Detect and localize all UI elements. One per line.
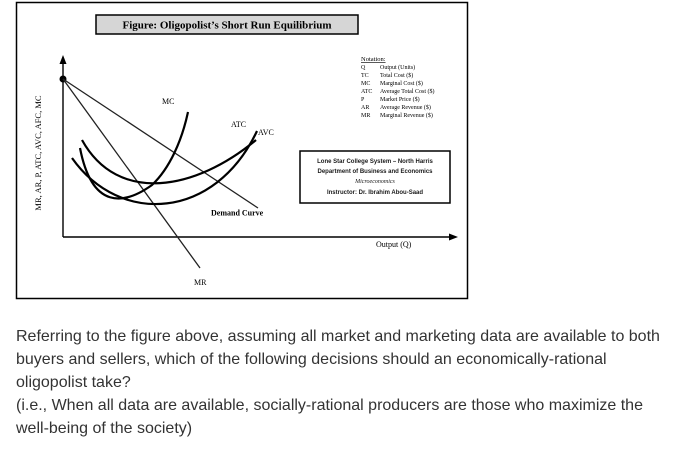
notation-abbr: P — [361, 97, 365, 103]
notation-meaning: Average Total Cost ($) — [380, 88, 435, 95]
notation-list: Q Output (Units) TC Total Cost ($) MC Ma… — [361, 64, 435, 119]
credit-line-2: Department of Business and Economics — [317, 169, 433, 175]
credit-line-3: Microeconomics — [354, 179, 395, 185]
x-axis-label: Output (Q) — [376, 240, 412, 249]
mr-label: MR — [194, 278, 207, 287]
mr-curve — [62, 78, 201, 269]
notation-abbr: MC — [361, 81, 370, 87]
credit-box — [299, 150, 451, 204]
oligopoly-figure: Figure: Oligopolist’s Short Run Equilibr… — [15, 1, 469, 300]
atc-curve — [81, 139, 257, 185]
notation-abbr: MR — [361, 113, 370, 119]
demand-curve — [62, 78, 259, 209]
avc-curve — [71, 130, 258, 205]
notation-heading: Notation: — [361, 56, 386, 63]
notation-abbr: AR — [361, 105, 369, 111]
mc-label: MC — [162, 97, 174, 106]
y-axis-label: MR, AR, P, ATC, AVC, AFC, MC — [33, 95, 43, 210]
question-note: (i.e., When all data are available, soci… — [16, 397, 643, 437]
notation-abbr: TC — [361, 73, 369, 79]
atc-label: ATC — [231, 120, 246, 129]
title-box — [95, 14, 359, 35]
avc-label: AVC — [258, 128, 274, 137]
credit-line-1: Lone Star College System – North Harris — [317, 159, 433, 165]
notation-abbr: Q — [361, 65, 366, 71]
x-axis-arrow — [449, 233, 458, 241]
notation-meaning: Total Cost ($) — [380, 72, 413, 79]
question-text: Referring to the figure above, assuming … — [16, 325, 672, 440]
notation-meaning: Output (Units) — [380, 64, 415, 71]
question-paragraph: Referring to the figure above, assuming … — [16, 328, 660, 391]
notation-meaning: Marginal Revenue ($) — [380, 112, 433, 119]
y-axis-arrow — [59, 55, 67, 64]
notation-abbr: ATC — [361, 89, 372, 95]
notation-meaning: Marginal Cost ($) — [380, 80, 423, 87]
demand-curve-label: Demand Curve — [211, 209, 264, 218]
figure-title: Figure: Oligopolist’s Short Run Equilibr… — [122, 20, 331, 32]
notation-meaning: Market Price ($) — [380, 96, 420, 103]
mc-curve — [78, 111, 190, 200]
credit-line-4: Instructor: Dr. Ibrahim Abou-Saad — [327, 190, 423, 196]
notation-meaning: Average Revenue ($) — [380, 104, 431, 111]
